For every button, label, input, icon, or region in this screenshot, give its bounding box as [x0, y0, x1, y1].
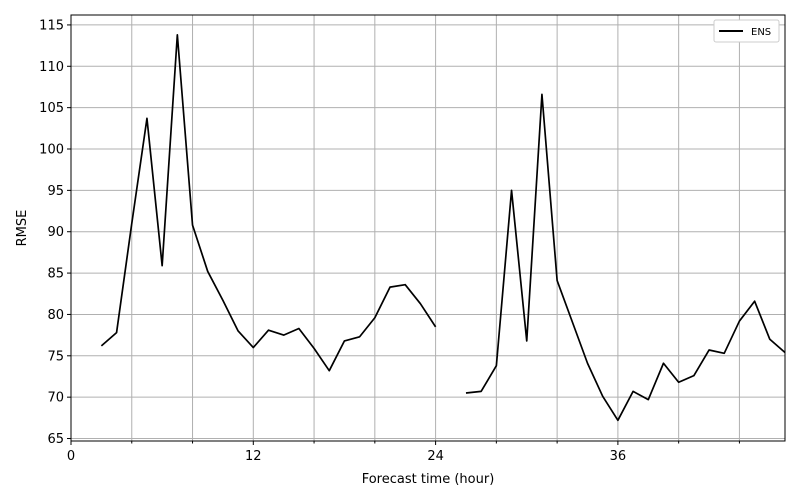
y-tick-label: 110 [39, 60, 64, 75]
x-axis-label: Forecast time (hour) [362, 472, 495, 487]
y-tick-label: 105 [39, 101, 64, 116]
y-tick-label: 80 [47, 308, 64, 323]
x-tick-label: 0 [67, 449, 75, 464]
y-axis-label: RMSE [15, 210, 30, 247]
y-tick-label: 95 [47, 184, 64, 199]
plot-frame [70, 14, 786, 442]
series-line-ens [100, 33, 437, 372]
y-tick-label: 75 [47, 349, 64, 364]
y-tick-label: 65 [47, 432, 64, 447]
x-tick-label: 36 [610, 449, 627, 464]
legend: ENS [713, 19, 780, 43]
grid [70, 15, 785, 441]
y-tick-label: 100 [39, 143, 64, 158]
y-tick-label: 90 [47, 225, 64, 240]
x-tick-label: 12 [245, 449, 262, 464]
axis-ticks: 0 12 24 36 65 70 75 80 85 90 95 100 105 110 115 [39, 18, 740, 464]
y-tick-label: 115 [39, 18, 64, 33]
y-tick-label: 85 [47, 267, 64, 282]
series-line-ens [465, 93, 786, 422]
legend-label-ens: ENS [751, 27, 771, 38]
x-tick-label: 24 [427, 449, 444, 464]
series-lines [100, 33, 786, 422]
y-tick-label: 70 [47, 391, 64, 406]
legend-box [713, 19, 780, 43]
